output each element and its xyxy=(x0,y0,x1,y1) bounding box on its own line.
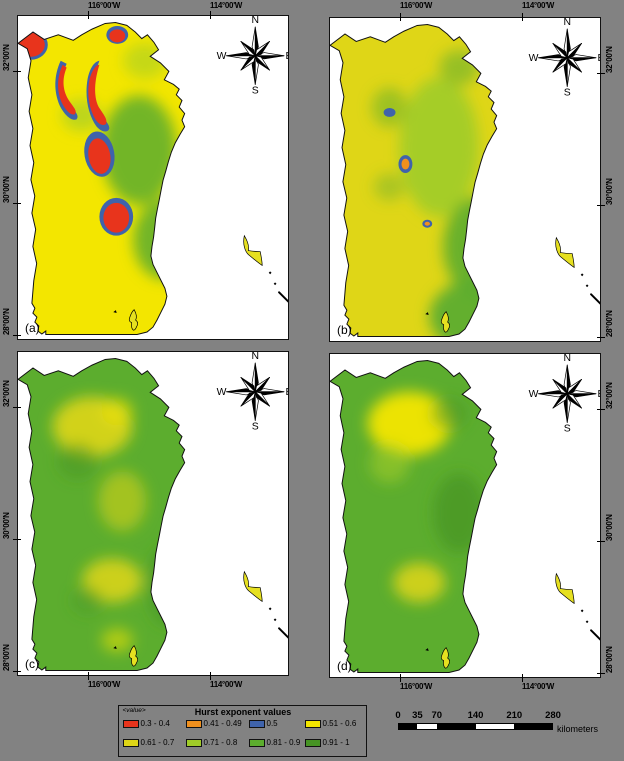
svg-text:S: S xyxy=(564,88,571,99)
svg-text:W: W xyxy=(529,389,539,400)
svg-text:S: S xyxy=(252,86,259,97)
svg-text:W: W xyxy=(217,51,227,62)
svg-text:E: E xyxy=(598,389,600,400)
svg-text:E: E xyxy=(286,51,288,62)
svg-text:N: N xyxy=(251,352,259,362)
svg-text:E: E xyxy=(598,53,600,64)
svg-text:S: S xyxy=(252,422,259,433)
svg-text:N: N xyxy=(251,16,259,26)
svg-text:N: N xyxy=(563,354,571,364)
svg-text:S: S xyxy=(564,424,571,435)
svg-text:N: N xyxy=(563,18,571,28)
svg-text:W: W xyxy=(217,387,227,398)
svg-text:E: E xyxy=(286,387,288,398)
svg-text:W: W xyxy=(529,53,539,64)
